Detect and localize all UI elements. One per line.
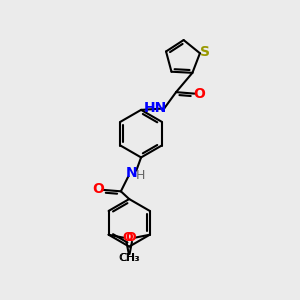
Text: O: O (125, 232, 136, 244)
Text: H: H (136, 169, 145, 182)
Text: HN: HN (144, 101, 167, 115)
Text: O: O (92, 182, 103, 196)
Text: O: O (193, 87, 205, 100)
Text: N: N (125, 166, 137, 180)
Text: CH₃: CH₃ (119, 254, 140, 263)
Text: O: O (122, 232, 133, 244)
Text: CH₃: CH₃ (118, 254, 140, 263)
Text: S: S (200, 45, 210, 59)
